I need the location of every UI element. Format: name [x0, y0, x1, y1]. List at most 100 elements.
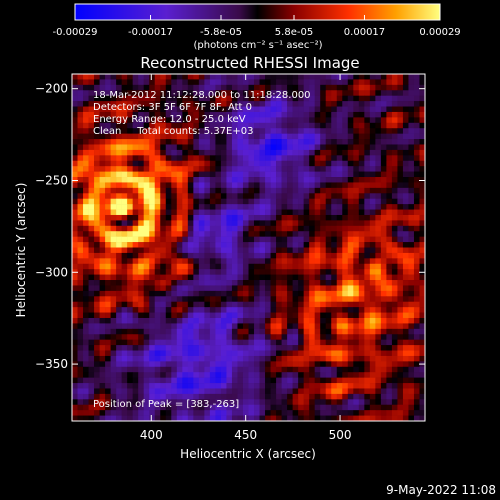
heatmap-pixel — [248, 187, 255, 194]
heatmap-pixel — [149, 209, 156, 216]
heatmap-pixel — [364, 187, 371, 194]
heatmap-pixel — [259, 317, 266, 324]
heatmap-pixel — [298, 350, 304, 357]
heatmap-pixel — [193, 372, 200, 378]
heatmap-pixel — [99, 307, 106, 313]
heatmap-pixel — [265, 355, 271, 362]
heatmap-pixel — [237, 90, 244, 96]
heatmap-pixel — [336, 404, 343, 411]
heatmap-pixel — [254, 350, 260, 357]
heatmap-pixel — [116, 204, 122, 210]
heatmap-pixel — [149, 388, 156, 395]
heatmap-pixel — [77, 350, 84, 357]
heatmap-pixel — [94, 171, 100, 178]
heatmap-pixel — [298, 263, 304, 270]
heatmap-pixel — [110, 285, 117, 292]
heatmap-pixel — [105, 296, 111, 303]
heatmap-pixel — [254, 117, 260, 124]
heatmap-pixel — [77, 214, 84, 221]
heatmap-pixel — [298, 74, 304, 80]
heatmap-pixel — [298, 307, 304, 313]
heatmap-pixel — [298, 187, 304, 194]
heatmap-pixel — [99, 106, 106, 113]
heatmap-pixel — [314, 410, 321, 416]
heatmap-pixel — [198, 393, 205, 400]
heatmap-pixel — [176, 361, 183, 368]
heatmap-pixel — [402, 149, 409, 156]
heatmap-pixel — [160, 225, 167, 232]
heatmap-pixel — [242, 177, 249, 183]
heatmap-pixel — [325, 361, 332, 368]
heatmap-pixel — [298, 139, 304, 145]
heatmap-pixel — [176, 204, 183, 210]
heatmap-pixel — [369, 117, 376, 124]
heatmap-pixel — [105, 209, 111, 216]
heatmap-pixel — [77, 285, 84, 292]
heatmap-pixel — [231, 377, 238, 384]
heatmap-pixel — [320, 323, 327, 330]
heatmap-pixel — [281, 84, 288, 91]
heatmap-pixel — [176, 415, 183, 422]
heatmap-pixel — [204, 372, 211, 378]
heatmap-pixel — [77, 252, 84, 259]
heatmap-pixel — [413, 95, 420, 102]
heatmap-pixel — [353, 166, 360, 172]
heatmap-pixel — [226, 399, 233, 406]
heatmap-pixel — [419, 410, 426, 416]
heatmap-pixel — [287, 106, 293, 113]
heatmap-pixel — [331, 323, 338, 330]
heatmap-pixel — [83, 415, 89, 422]
heatmap-pixel — [342, 372, 349, 378]
heatmap-pixel — [303, 383, 310, 389]
heatmap-pixel — [220, 312, 227, 319]
heatmap-pixel — [270, 242, 277, 248]
heatmap-pixel — [298, 204, 304, 210]
heatmap-pixel — [143, 122, 150, 129]
heatmap-pixel — [380, 133, 387, 140]
heatmap-pixel — [303, 144, 310, 151]
heatmap-pixel — [413, 280, 420, 286]
heatmap-pixel — [143, 209, 150, 216]
heatmap-pixel — [270, 307, 277, 313]
heatmap-pixel — [242, 187, 249, 194]
heatmap-pixel — [143, 350, 150, 357]
heatmap-pixel — [303, 193, 310, 199]
heatmap-pixel — [204, 415, 211, 422]
heatmap-pixel — [369, 187, 376, 194]
heatmap-pixel — [165, 225, 172, 232]
heatmap-pixel — [193, 377, 200, 384]
heatmap-pixel — [83, 247, 89, 254]
heatmap-pixel — [336, 323, 343, 330]
y-axis-label: Heliocentric Y (arcsec) — [14, 183, 28, 318]
heatmap-pixel — [298, 388, 304, 395]
heatmap-pixel — [231, 117, 238, 124]
heatmap-pixel — [386, 101, 393, 107]
heatmap-pixel — [99, 90, 106, 96]
heatmap-pixel — [358, 155, 365, 162]
heatmap-pixel — [270, 290, 277, 297]
heatmap-pixel — [276, 111, 282, 118]
heatmap-pixel — [171, 247, 178, 254]
heatmap-pixel — [154, 166, 161, 172]
heatmap-pixel — [281, 345, 288, 351]
heatmap-pixel — [259, 269, 266, 275]
heatmap-pixel — [276, 355, 282, 362]
heatmap-pixel — [209, 133, 216, 140]
heatmap-pixel — [94, 383, 100, 389]
heatmap-pixel — [94, 263, 100, 270]
heatmap-pixel — [276, 274, 282, 281]
heatmap-pixel — [116, 350, 122, 357]
heatmap-pixel — [143, 404, 150, 411]
heatmap-pixel — [248, 415, 255, 422]
heatmap-pixel — [320, 166, 327, 172]
heatmap-pixel — [325, 415, 332, 422]
heatmap-pixel — [419, 399, 426, 406]
heatmap-pixel — [237, 410, 244, 416]
heatmap-pixel — [77, 247, 84, 254]
heatmap-pixel — [265, 79, 271, 86]
heatmap-pixel — [248, 372, 255, 378]
heatmap-pixel — [88, 334, 95, 340]
heatmap-pixel — [391, 90, 398, 96]
heatmap-pixel — [281, 231, 288, 237]
heatmap-pixel — [402, 193, 409, 199]
